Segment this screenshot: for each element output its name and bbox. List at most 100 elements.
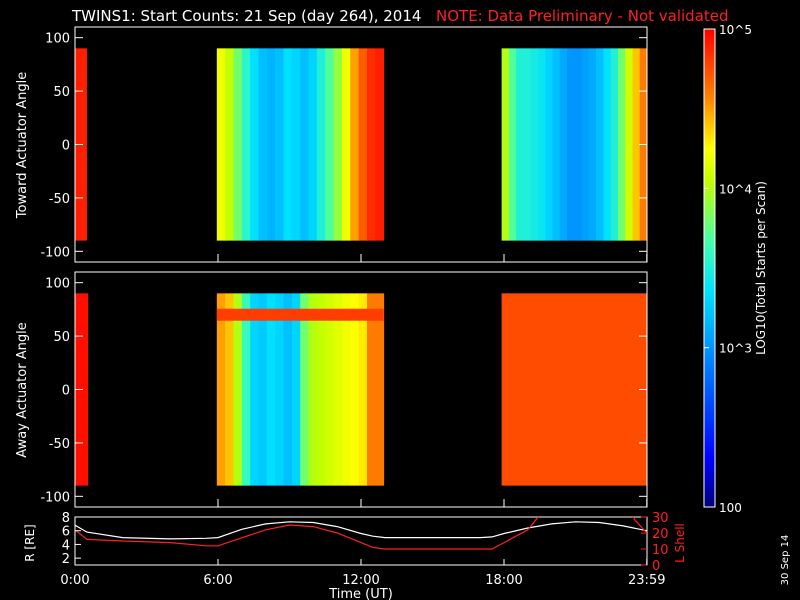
plot-date-stamp: 30 Sep 14 [780,535,791,586]
toward-angle-panel: 100 50 0 -50 -100 Toward Actuator Angle [15,26,648,263]
lshell-tick-label: 20 [652,527,669,542]
toward-y-axis-label: Toward Actuator Angle [15,72,30,219]
time-tick-label: 6:00 [203,573,232,588]
lshell-tick-label: 30 [652,511,669,526]
heatmap-column [375,48,385,241]
heatmap-column [350,293,360,486]
heatmap-column [545,48,553,241]
radius-tick-label: 8 [62,511,70,526]
heatmap-column [333,48,343,241]
heatmap-segment [501,293,647,486]
heatmap-column [366,48,376,241]
heatmap-column [581,48,590,241]
radius-tick-label: 6 [62,525,70,540]
lshell-axis-label: L Shell [673,523,687,563]
y-tick-label: 50 [53,85,70,100]
heatmap-column [258,293,268,486]
y-tick-label: 0 [62,384,70,399]
time-axis: 0:00 6:00 12:00 18:00 23:59 [60,559,665,588]
heatmap-column [632,48,641,241]
heatmap-column [341,293,351,486]
radius-tick-label: 2 [62,552,70,567]
heatmap-column [316,48,326,241]
heatmap-column [325,48,335,241]
heatmap-column [216,293,226,486]
heatmap-column [603,48,612,241]
away-angle-panel: 100 50 0 -50 -100 Away Actuator Angle [15,271,648,508]
heatmap-column [225,48,234,241]
preliminary-note: NOTE: Data Preliminary - Not validated [436,7,729,25]
radius-line [75,521,647,540]
y-tick-label: 50 [53,330,70,345]
y-tick-label: 100 [45,32,70,47]
toward-y-axis: 100 50 0 -50 -100 [40,32,647,260]
away-y-axis-label: Away Actuator Angle [15,322,30,457]
time-tick-label: 12:00 [342,573,379,588]
colorbar-tick-label: 100 [719,501,742,515]
heatmap-column [596,48,604,241]
colorbar: 10^5 10^4 10^3 100 LOG10(Total Starts per S… [703,23,768,515]
radius-axis-label: R [RE] [23,524,37,561]
heatmap-column [625,48,633,241]
heatmap-column [325,293,335,486]
time-tick-label: 0:00 [60,573,89,588]
heatmap-column [508,48,517,241]
heatmap-column [617,48,626,241]
y-tick-label: -50 [49,192,70,207]
heatmap-column [216,48,226,241]
heatmap-column [291,48,301,241]
heatmap-column [366,293,376,486]
heatmap-column [266,48,276,241]
heatmap-column [300,48,310,241]
time-tick-label: 23:59 [628,573,665,588]
heatmap-column [567,48,575,241]
lshell-tick-label: 0 [652,559,660,574]
heatmap-column [350,48,360,241]
away-y-axis: 100 50 0 -50 -100 [40,277,647,505]
heatmap-column [341,48,351,241]
figure-title: TWINS1: Start Counts: 21 Sep (day 264), … [71,7,421,25]
heatmap-column [283,48,293,241]
heatmap-column [523,48,532,241]
y-tick-label: -100 [40,490,70,505]
heatmap-column [559,48,568,241]
heatmap-column [375,293,385,486]
radius-tick-label: 4 [62,538,70,553]
y-tick-label: 0 [62,139,70,154]
y-tick-label: -50 [49,437,70,452]
heatmap-column [516,48,524,241]
heatmap-column [501,48,510,241]
colorbar-tick-label: 10^3 [719,342,752,356]
toward-x-ticks [74,254,648,262]
heatmap-column [233,293,243,486]
colorbar-label: LOG10(Total Starts per Scan) [754,181,768,355]
heatmap-column [610,48,619,241]
heatmap-column [275,48,285,241]
lshell-line [75,517,647,550]
heatmap-column [266,293,276,486]
heatmap-column [537,48,546,241]
heatmap-column [588,48,597,241]
heatmap-column [275,293,285,486]
heatmap-column [530,48,539,241]
heatmap-column [333,293,343,486]
heatmap-column [241,48,251,241]
heatmap-column [308,48,318,241]
heatmap-column [225,293,234,486]
heatmap-column [316,293,326,486]
colorbar-tick-label: 10^4 [719,182,752,196]
heatmap-column [233,48,243,241]
time-axis-label: Time (UT) [328,587,393,600]
heatmap-column [358,48,368,241]
heatmap-column [283,293,293,486]
colorbar-gradient [703,28,716,508]
heatmap-column [241,293,251,486]
heatmap-column [291,293,301,486]
colorbar-ticks: 10^5 10^4 10^3 100 [704,23,752,515]
orbit-series [75,517,647,550]
heatmap-column [250,293,260,486]
heatmap-column [308,293,318,486]
